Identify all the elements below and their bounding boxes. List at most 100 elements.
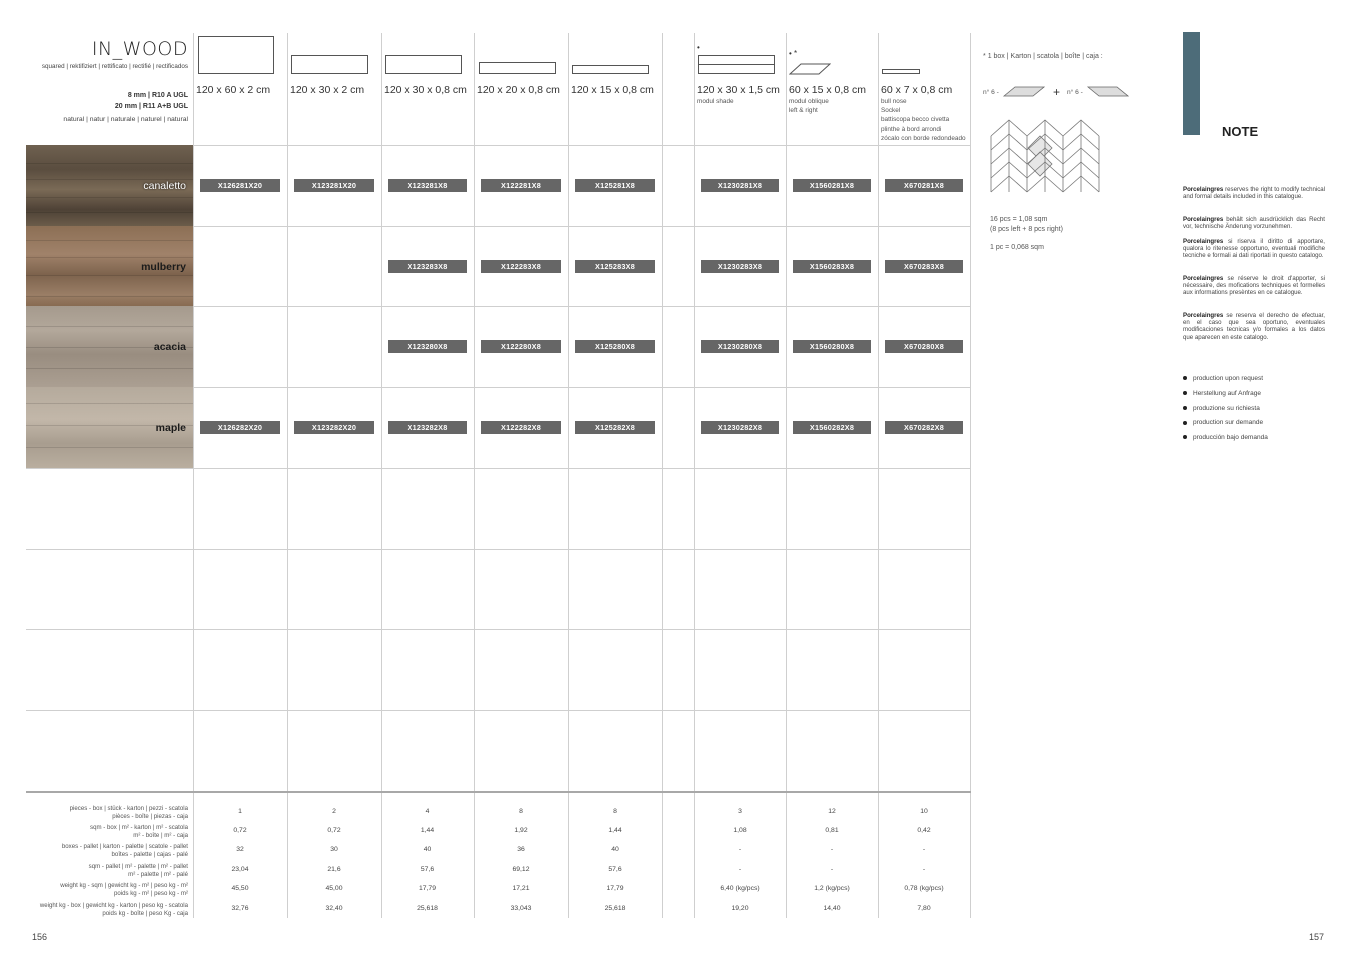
spec-line-8mm: 8 mm | R10 A UGL xyxy=(127,92,188,99)
grid-row-line xyxy=(26,468,971,469)
note-text: se reserva el derecho de efectuar, en el… xyxy=(1183,312,1325,341)
bullet-dot-icon xyxy=(1183,376,1187,381)
packing-value: 2 xyxy=(332,808,336,815)
grid-row-line xyxy=(26,226,971,227)
packing-value: 1,92 xyxy=(514,827,528,834)
size-shape-modul-shade xyxy=(698,55,775,74)
article-code-badge: X126281X20 xyxy=(200,179,280,192)
packing-value: 32,40 xyxy=(325,905,343,912)
chevron-info-1: 16 pcs = 1,08 sqm xyxy=(990,216,1048,223)
bullet-dot-icon xyxy=(1183,391,1187,396)
size-label: 120 x 30 x 0,8 cm xyxy=(384,84,467,96)
packing-label: poids kg - m² | peso kg - m² xyxy=(113,890,188,897)
note-paragraph: Porcelaingres behält sich ausdrücklich d… xyxy=(1183,216,1325,230)
size-sublabel: modul oblique xyxy=(789,98,829,105)
packing-label: pieces - box | stück - karton | pezzi - … xyxy=(69,805,188,812)
article-code-badge: X123281X20 xyxy=(294,179,374,192)
packing-label: boxes - pallet | karton - palette | scat… xyxy=(61,843,188,850)
article-code-badge: X1230280X8 xyxy=(701,340,779,353)
packing-value: 23,04 xyxy=(231,866,249,873)
size-label: 120 x 15 x 0,8 cm xyxy=(571,84,654,96)
color-name-acacia: acacia xyxy=(153,341,186,353)
availability-bullet: produzione su richiesta xyxy=(1183,405,1260,412)
packing-label: weight kg - box | gewicht kg - karton | … xyxy=(39,902,188,909)
availability-bullet: Herstellung auf Anfrage xyxy=(1183,390,1261,397)
article-code-badge: X125282X8 xyxy=(575,421,655,434)
grid-row-line xyxy=(26,549,971,550)
note-paragraph: Porcelaingres se réserve le droit d'appo… xyxy=(1183,275,1325,297)
article-code-badge: X122281X8 xyxy=(481,179,561,192)
finish-subtitle: squared | rektifiziert | rettificato | r… xyxy=(41,63,188,70)
packing-value: 17,21 xyxy=(512,885,530,892)
packing-value: 45,50 xyxy=(231,885,249,892)
article-code-badge: X1560281X8 xyxy=(793,179,871,192)
article-code-badge: X670282X8 xyxy=(885,421,963,434)
article-code-badge: X1560280X8 xyxy=(793,340,871,353)
packing-value: 25,618 xyxy=(604,905,626,912)
article-code-badge: X122283X8 xyxy=(481,260,561,273)
packing-value: 32 xyxy=(236,846,244,853)
packing-value: 30 xyxy=(330,846,338,853)
article-code-badge: X125280X8 xyxy=(575,340,655,353)
packing-value: 69,12 xyxy=(512,866,530,873)
grid-column-line xyxy=(381,33,382,918)
note-title: NOTE xyxy=(1222,124,1259,139)
size-label: 120 x 20 x 0,8 cm xyxy=(477,84,560,96)
note-company: Porcelaingres xyxy=(1183,275,1224,282)
packing-value: 40 xyxy=(423,846,432,853)
article-code-badge: X670283X8 xyxy=(885,260,963,273)
spec-line-20mm: 20 mm | R11 A+B UGL xyxy=(114,103,188,110)
packing-value: 57,6 xyxy=(608,866,622,873)
note-text: behält sich ausdrücklich das Recht vor, … xyxy=(1183,216,1325,231)
note-paragraph: Porcelaingres se reserva el derecho de e… xyxy=(1183,312,1325,341)
article-code-badge: X1560283X8 xyxy=(793,260,871,273)
packing-label: weight kg - sqm | gewicht kg - m² | peso… xyxy=(60,882,188,889)
star-marker: • * xyxy=(789,49,798,58)
size-sublabel: Sockel xyxy=(881,107,901,115)
article-code-badge: X122280X8 xyxy=(481,340,561,353)
packing-label: m² - boîte | m² - caja xyxy=(133,832,188,839)
size-shape-120x30-8mm xyxy=(385,55,462,74)
packing-value: 33,043 xyxy=(510,905,532,912)
article-code-badge: X123282X8 xyxy=(388,421,467,434)
grid-column-line xyxy=(694,33,695,918)
packing-label: boîtes - palette | cajas - palé xyxy=(111,851,188,858)
article-code-badge: X1230282X8 xyxy=(701,421,779,434)
note-company: Porcelaingres xyxy=(1183,238,1224,245)
packing-value: - xyxy=(830,866,834,873)
availability-bullet: production sur demande xyxy=(1183,419,1263,426)
bullet-text: production sur demande xyxy=(1193,419,1264,427)
packing-value: 14,40 xyxy=(823,905,841,912)
size-shape-120x60 xyxy=(198,36,274,74)
grid-column-line xyxy=(662,33,663,918)
grid-column-line xyxy=(970,33,971,918)
packing-value: 0,42 xyxy=(917,827,931,834)
packing-value: 17,79 xyxy=(418,885,436,892)
packing-value: 1,44 xyxy=(420,827,435,834)
grid-row-line xyxy=(26,791,971,793)
grid-row-line xyxy=(26,629,971,630)
color-name-mulberry: mulberry xyxy=(141,261,186,273)
star-symbol: * xyxy=(983,53,986,60)
grid-row-line xyxy=(26,710,971,711)
packing-value: 8 xyxy=(519,808,523,815)
packing-value: 32,76 xyxy=(231,905,249,912)
chevron-pattern-icon xyxy=(990,119,1100,193)
packing-label: poids kg - boîte | peso Kg - caja xyxy=(102,910,188,917)
article-code-badge: X1230283X8 xyxy=(701,260,779,273)
packing-value: 21,6 xyxy=(327,866,341,873)
note-text: reserves the right to modify technical a… xyxy=(1183,186,1325,201)
box-info: * 1 box | Karton | scatola | boîte | caj… xyxy=(983,53,1103,60)
availability-bullet: producción bajo demanda xyxy=(1183,434,1268,441)
article-code-badge: X1560282X8 xyxy=(793,421,871,434)
swatch-mulberry: mulberry xyxy=(26,226,193,307)
grid-row-line xyxy=(26,387,971,388)
grid-column-line xyxy=(474,33,475,918)
packing-value: 1 xyxy=(238,808,242,815)
packing-value: 0,72 xyxy=(327,827,341,834)
article-code-badge: X125281X8 xyxy=(575,179,655,192)
color-name-maple: maple xyxy=(155,422,186,434)
oblique-left-icon xyxy=(1003,86,1045,97)
packing-value: 1,44 xyxy=(608,827,622,834)
packing-value: 3 xyxy=(738,808,742,815)
